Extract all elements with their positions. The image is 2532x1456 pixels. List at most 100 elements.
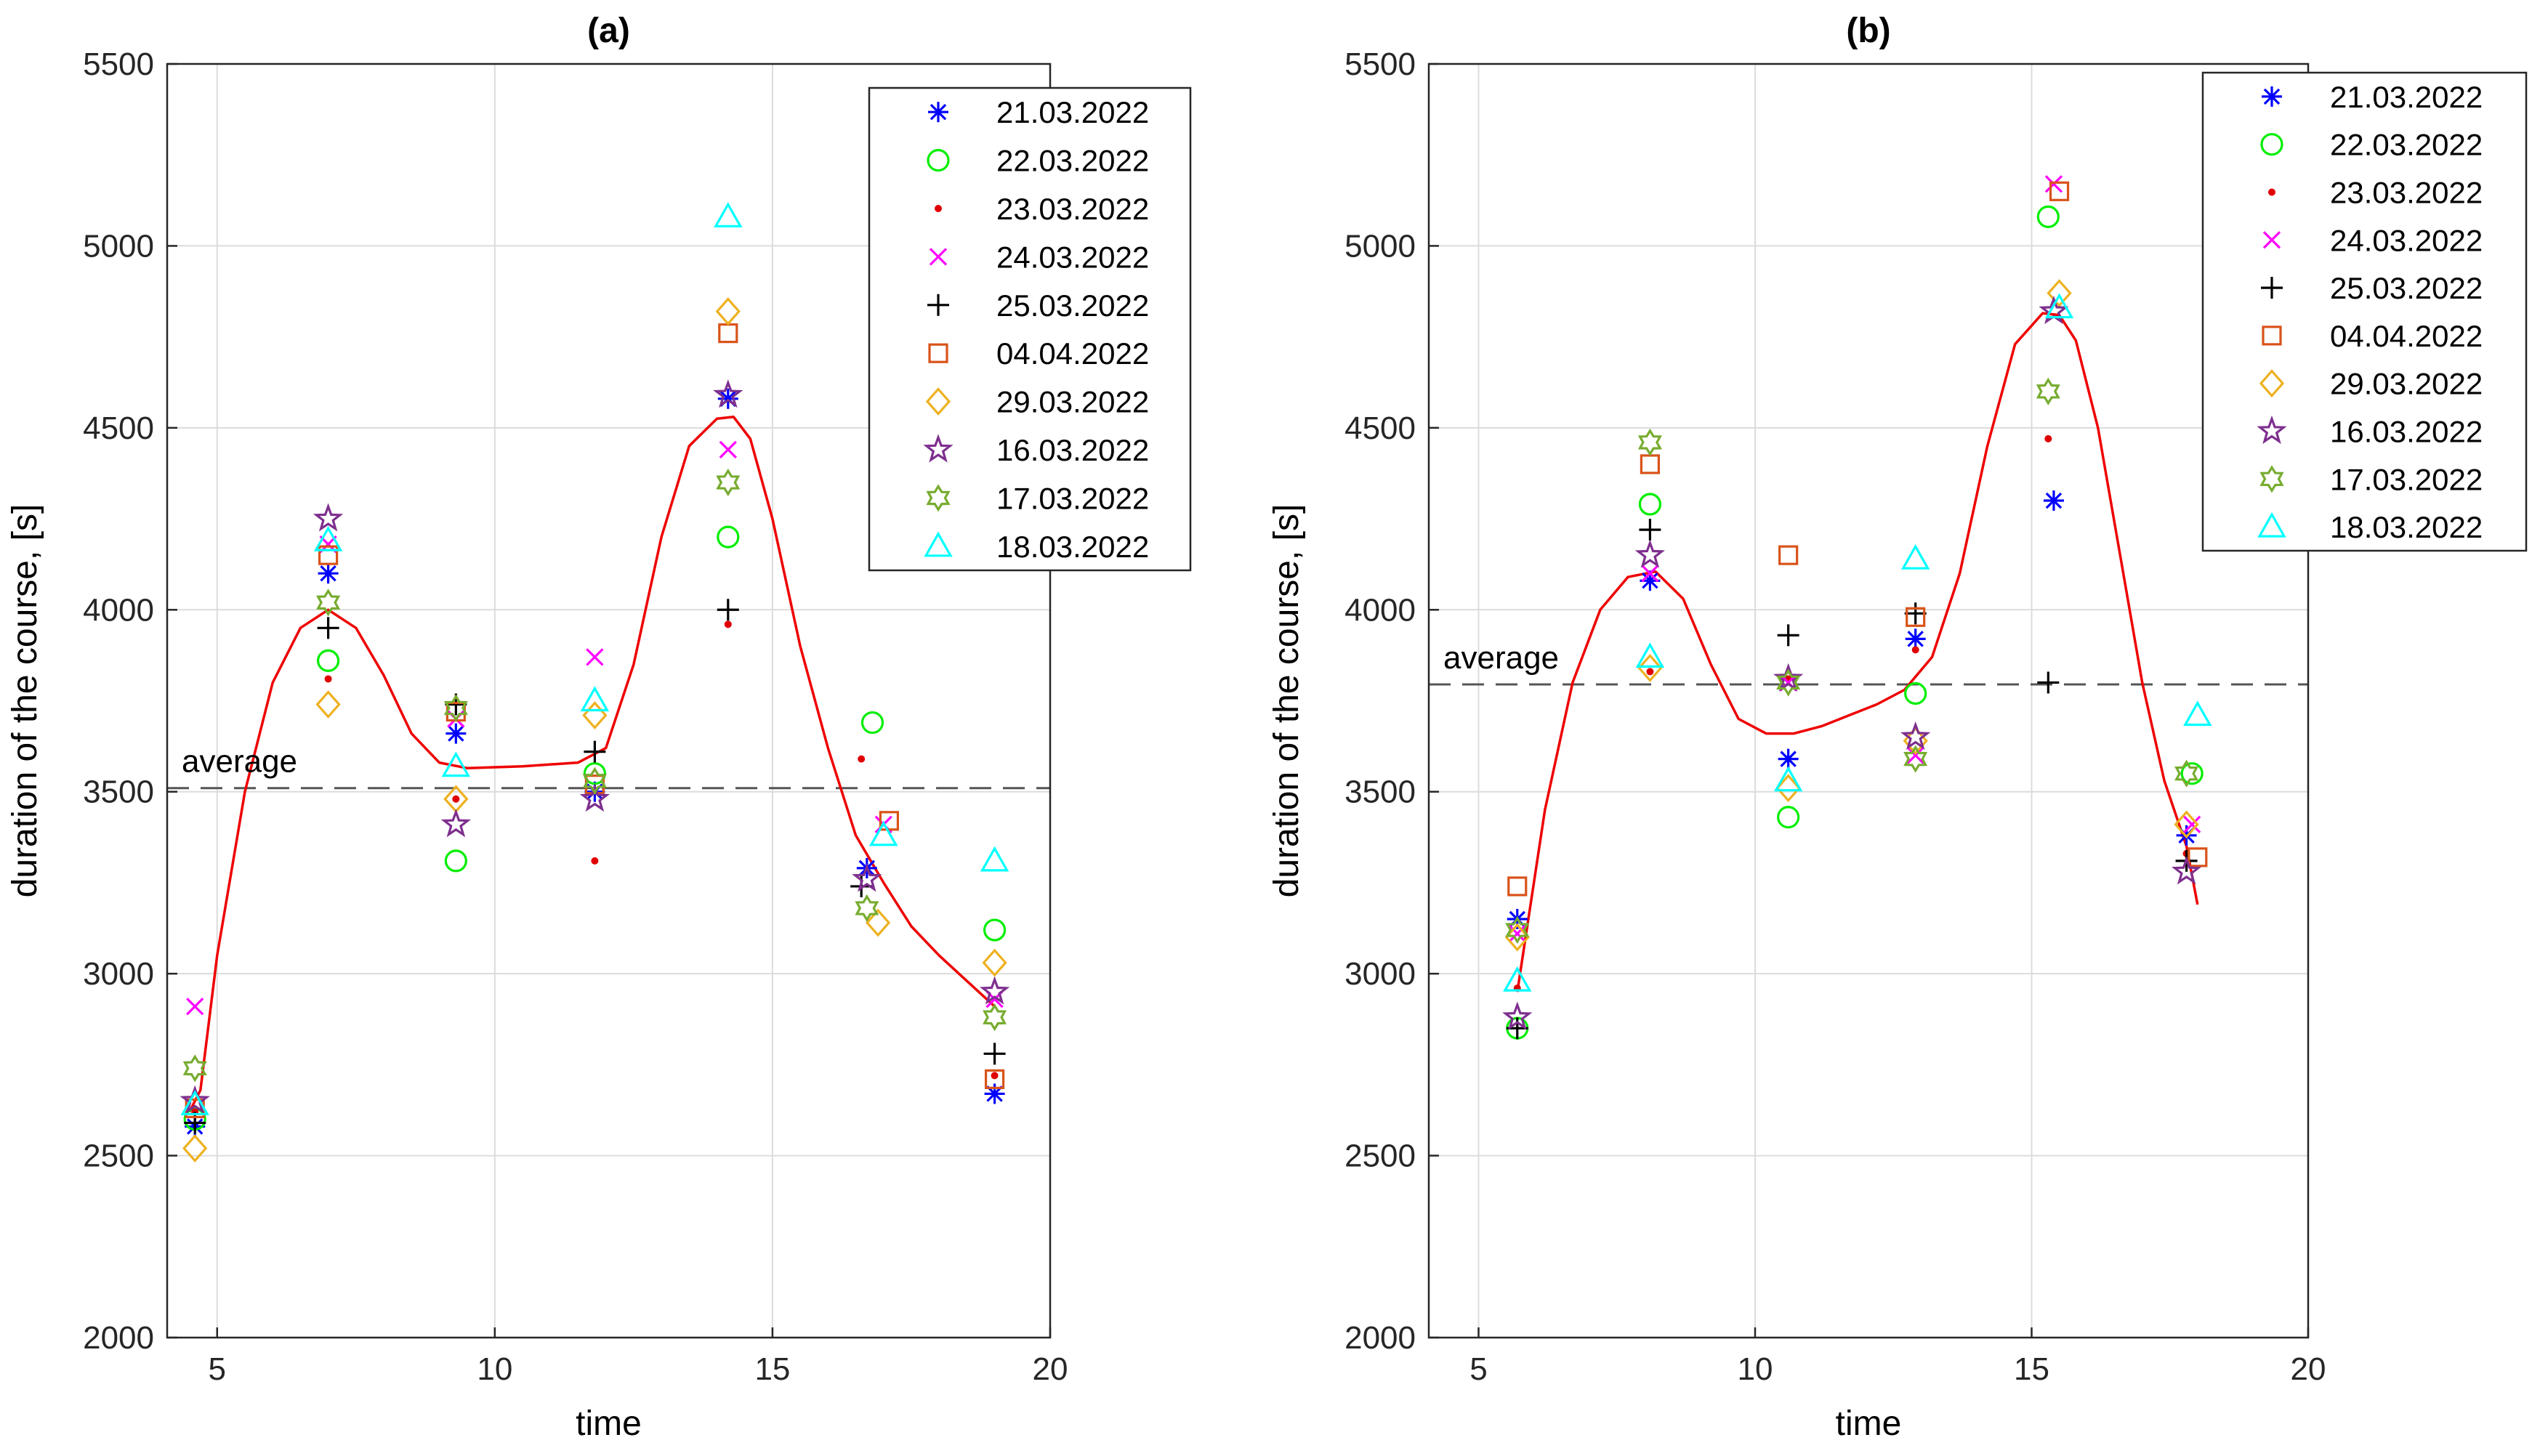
legend-entry: 29.03.2022 [925, 385, 1149, 419]
data-point-04.04.2022 [879, 811, 899, 831]
x-tick-label: 20 [1033, 1351, 1068, 1387]
data-point-22.03.2022 [1638, 493, 1662, 516]
legend-label: 24.03.2022 [2330, 223, 2483, 257]
data-point-16.03.2022 [2171, 856, 2202, 885]
y-tick-label: 5000 [1344, 228, 1416, 264]
x-axis-label: time [1836, 1404, 1902, 1443]
data-point-18.03.2022 [313, 525, 343, 551]
data-point-16.03.2022 [852, 863, 882, 892]
data-point-17.03.2022 [716, 468, 741, 497]
data-point-18.03.2022 [180, 1090, 209, 1116]
data-point-25.03.2022 [2037, 671, 2060, 694]
data-point-23.03.2022 [324, 675, 332, 683]
data-point-16.03.2022 [313, 503, 344, 532]
data-point-16.03.2022 [1634, 539, 1666, 568]
x-tick-label: 15 [2014, 1351, 2049, 1387]
y-tick-label: 5000 [83, 228, 154, 264]
data-point-23.03.2022 [591, 857, 599, 865]
data-point-22.03.2022 [1904, 682, 1927, 705]
data-point-04.04.2022 [2049, 181, 2070, 201]
data-point-29.03.2022 [1504, 923, 1530, 952]
average-label: average [1443, 640, 1559, 676]
legend-label: 23.03.2022 [996, 192, 1149, 226]
y-tick-label: 2000 [83, 1320, 154, 1356]
data-point-18.03.2022 [869, 820, 898, 846]
data-point-24.03.2022 [2044, 175, 2063, 193]
legend-label: 18.03.2022 [2330, 510, 2483, 544]
data-point-22.03.2022 [1777, 806, 1800, 829]
data-point-24.03.2022 [586, 648, 604, 666]
data-point-04.04.2022 [1778, 545, 1799, 565]
legend-entry: 17.03.2022 [926, 481, 1149, 515]
legend-marker [929, 248, 948, 266]
data-point-25.03.2022 [1904, 602, 1927, 625]
y-tick-label: 4000 [1344, 592, 1416, 628]
chart-title: (b) [1846, 12, 1890, 50]
data-point-21.03.2022 [2043, 490, 2064, 511]
data-point-23.03.2022 [2044, 434, 2052, 442]
data-point-29.03.2022 [1637, 654, 1663, 682]
fit-curve [1516, 312, 2199, 992]
data-point-18.03.2022 [2183, 700, 2212, 727]
legend-marker [924, 531, 953, 557]
legend-label: 24.03.2022 [996, 240, 1149, 274]
legend-marker [2268, 188, 2275, 196]
data-point-29.03.2022 [865, 908, 891, 937]
data-point-16.03.2022 [579, 782, 610, 812]
axes-box [1427, 62, 2310, 1339]
legend-label: 16.03.2022 [996, 433, 1149, 467]
data-point-04.04.2022 [1507, 876, 1528, 897]
legend-marker [926, 484, 951, 512]
data-point-18.03.2022 [1900, 543, 1930, 570]
data-point-17.03.2022 [983, 1003, 1007, 1032]
x-tick-label: 5 [209, 1351, 226, 1387]
x-axis-label: time [576, 1404, 642, 1443]
legend-entry: 23.03.2022 [935, 192, 1149, 226]
data-point-24.03.2022 [1641, 565, 1659, 583]
legend-box [868, 86, 1192, 572]
x-tick-label: 15 [754, 1351, 790, 1387]
data-point-16.03.2022 [1773, 663, 1804, 692]
data-point-17.03.2022 [182, 1054, 207, 1083]
data-point-22.03.2022 [983, 918, 1007, 942]
data-point-16.03.2022 [713, 379, 743, 408]
data-point-24.03.2022 [2183, 815, 2201, 833]
legend-entry: 29.03.2022 [2259, 367, 2483, 401]
data-point-25.03.2022 [1639, 519, 1661, 541]
data-point-17.03.2022 [316, 589, 341, 617]
legend-entry: 23.03.2022 [2268, 176, 2483, 210]
legend-entry: 25.03.2022 [927, 288, 1149, 323]
data-point-21.03.2022 [1905, 628, 1926, 650]
data-point-04.04.2022 [984, 1069, 1005, 1089]
y-tick-label: 5500 [1344, 46, 1416, 82]
y-tick-label: 5500 [83, 46, 154, 82]
data-point-22.03.2022 [717, 525, 740, 549]
data-point-21.03.2022 [445, 723, 467, 744]
data-point-18.03.2022 [580, 686, 610, 712]
legend-label: 16.03.2022 [2330, 415, 2483, 449]
legend-entry: 17.03.2022 [2259, 462, 2483, 496]
data-point-18.03.2022 [980, 846, 1009, 872]
data-point-17.03.2022 [855, 894, 879, 923]
data-point-23.03.2022 [724, 620, 732, 628]
legend-marker [2261, 277, 2283, 299]
chart-panel-b: 5 10 15 2020002500300035004000450050005500 … [1267, 12, 2528, 1443]
data-point-17.03.2022 [2036, 377, 2060, 405]
data-point-18.03.2022 [1635, 642, 1665, 668]
data-point-23.03.2022 [858, 755, 866, 763]
legend-entry: 04.04.2022 [2262, 319, 2483, 353]
legend-label: 25.03.2022 [2330, 271, 2483, 305]
legend-label: 18.03.2022 [996, 530, 1149, 564]
data-point-25.03.2022 [584, 740, 606, 763]
legend-entry: 16.03.2022 [923, 433, 1149, 467]
data-point-25.03.2022 [1777, 624, 1799, 647]
axes-box [166, 62, 1052, 1339]
legend-marker [2262, 231, 2281, 249]
legend-label: 04.04.2022 [996, 336, 1149, 371]
legend-label: 21.03.2022 [2330, 80, 2483, 114]
data-point-04.04.2022 [2188, 847, 2208, 867]
legend-entry: 22.03.2022 [2260, 128, 2483, 162]
data-point-18.03.2022 [1773, 766, 1803, 792]
data-point-16.03.2022 [1900, 721, 1931, 751]
data-point-23.03.2022 [991, 1072, 999, 1080]
